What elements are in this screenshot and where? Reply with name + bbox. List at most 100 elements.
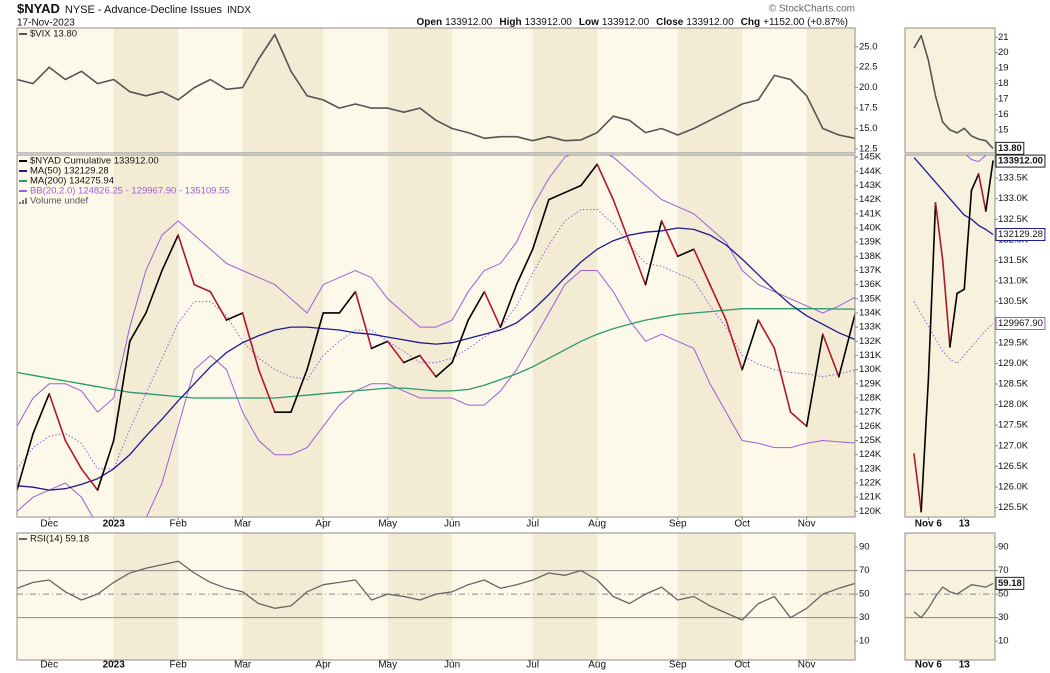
price-segment (64, 439, 83, 470)
y-tick-label: 128.5K (998, 378, 1029, 389)
price-segment (920, 379, 930, 513)
y-tick-label: 15 (998, 124, 1009, 135)
price-segment (725, 319, 743, 371)
y-tick-label: 123K (859, 463, 882, 474)
y-tick-label: 122K (859, 478, 882, 489)
price-segment (338, 290, 357, 314)
x-tick-label: Feb (170, 519, 188, 530)
y-tick-label: 127.0K (998, 440, 1029, 451)
x-tick-label: Mar (234, 519, 252, 530)
y-tick-label: 21 (998, 32, 1009, 43)
x-tick-label: 13 (959, 660, 971, 671)
bollinger-middle (17, 209, 855, 470)
price-segment (209, 290, 228, 321)
legend-swatch (25, 198, 27, 204)
y-tick-label: 125.5K (998, 502, 1029, 513)
x-tick-label: May (378, 660, 397, 671)
price-segment (660, 220, 679, 258)
quote-label: Chg (741, 17, 760, 28)
price-segment (757, 319, 776, 350)
y-tick-label: 129.5K (998, 337, 1029, 348)
x-tick-label: Nov 6 (915, 519, 943, 530)
legend-text: Volume undef (30, 196, 88, 207)
plot-area (913, 155, 994, 513)
security-name: NYSE - Advance-Decline Issues (65, 4, 223, 16)
panel-frame (904, 27, 996, 154)
panel-frame (16, 154, 856, 518)
value-label: 13.80 (998, 143, 1022, 154)
price-segment (596, 163, 615, 201)
legend-text: $VIX 13.80 (30, 29, 77, 40)
plot-area (17, 155, 855, 517)
x-tick-label: Feb (170, 660, 188, 671)
month-shade (242, 533, 324, 660)
month-shade (113, 155, 179, 517)
x-tick-label: Jun (444, 660, 460, 671)
y-tick-label: 132K (859, 336, 882, 347)
y-tick-label: 20.0 (859, 82, 878, 93)
y-tick-label: 10 (859, 636, 870, 647)
price-segment (96, 439, 115, 491)
x-tick-label: 2023 (103, 660, 126, 671)
y-tick-label: 129K (859, 378, 882, 389)
legend-text: BB(20,2.0) 124826.25 - 129967.90 - 13510… (30, 186, 230, 197)
x-tick-label: Apr (315, 660, 331, 671)
plot-area (913, 34, 994, 149)
price-segment (112, 340, 131, 442)
y-tick-label: 22.5 (859, 62, 878, 73)
price-segment (193, 283, 212, 293)
price-segment (306, 312, 324, 371)
series-line (17, 33, 855, 142)
month-shade (677, 28, 743, 153)
y-tick-label: 131.0K (998, 276, 1029, 287)
x-tick-label: Oct (734, 519, 750, 530)
price-segment (499, 283, 518, 328)
value-label: 129967.90 (998, 318, 1043, 329)
quote-label: Close (656, 17, 684, 28)
series-line (17, 308, 855, 399)
y-tick-label: 126.0K (998, 481, 1029, 492)
y-tick-label: 124K (859, 449, 882, 460)
y-tick-label: 16 (998, 109, 1009, 120)
date: 17-Nov-2023 (17, 18, 75, 29)
price-segment (709, 283, 727, 321)
y-tick-label: 133.0K (998, 193, 1029, 204)
legend-swatch (19, 202, 21, 204)
value-label-box (995, 317, 1046, 331)
y-tick-label: 145K (859, 152, 882, 163)
panel-bg (905, 155, 995, 517)
price-segment (838, 313, 855, 378)
price-segment (628, 241, 647, 286)
price-segment (467, 290, 486, 321)
legend-text: RSI(14) 59.18 (30, 534, 89, 545)
y-tick-label: 12.5 (859, 143, 878, 154)
y-tick-label: 140K (859, 222, 882, 233)
price-segment (531, 198, 550, 251)
panel-frame (904, 532, 996, 661)
y-tick-label: 142K (859, 194, 882, 205)
price-segment (225, 312, 244, 321)
y-tick-label: 10 (998, 636, 1009, 647)
price-segment (32, 392, 51, 435)
price-segment (789, 411, 808, 428)
x-tick-label: Apr (315, 519, 331, 530)
y-tick-label: 129.0K (998, 358, 1029, 369)
price-segment (963, 189, 973, 291)
price-segment (483, 290, 502, 328)
price-segment (741, 319, 760, 371)
bollinger-upper (965, 155, 987, 163)
month-shade (387, 533, 453, 660)
price-segment (515, 248, 534, 286)
series-line (913, 34, 994, 149)
y-tick-label: 19 (998, 63, 1009, 74)
y-tick-label: 90 (998, 542, 1009, 553)
price-segment (913, 453, 922, 513)
month-shade (532, 28, 598, 153)
value-label: 133912.00 (998, 156, 1043, 167)
price-segment (941, 259, 951, 348)
x-tick-label: Nov 6 (915, 660, 943, 671)
price-segment (386, 340, 405, 364)
y-tick-label: 126K (859, 421, 882, 432)
legend-text: MA(200) 134275.94 (30, 176, 114, 187)
